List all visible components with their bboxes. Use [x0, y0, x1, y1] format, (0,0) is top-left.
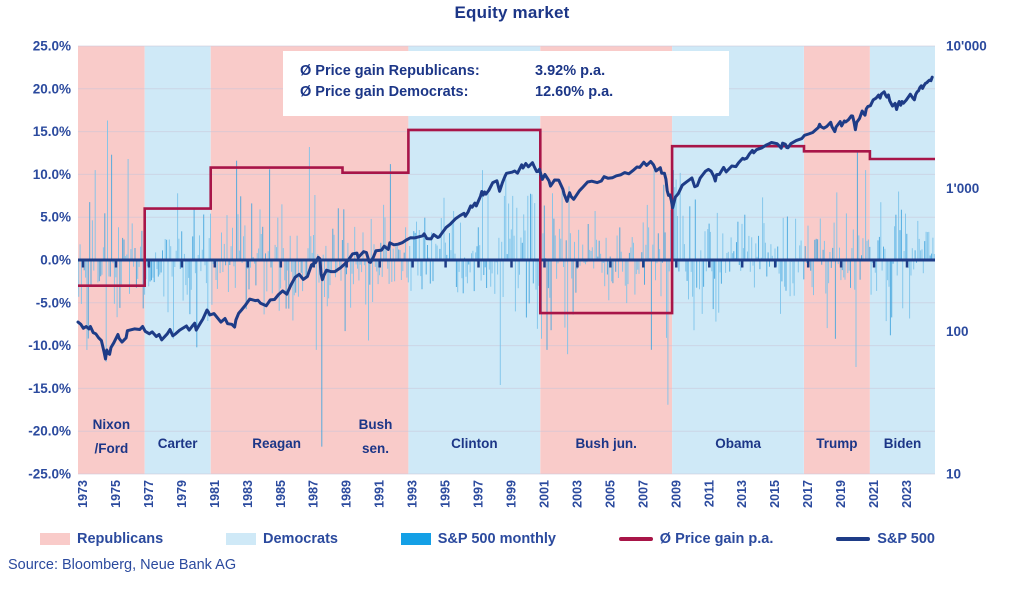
- svg-text:1977: 1977: [142, 480, 156, 508]
- svg-text:5.0%: 5.0%: [40, 210, 71, 225]
- president-label-clinton: Clinton: [451, 436, 498, 451]
- president-label-bush-jun: Bush jun.: [575, 436, 637, 451]
- svg-text:10: 10: [946, 467, 961, 482]
- svg-text:1997: 1997: [472, 480, 486, 508]
- svg-text:0.0%: 0.0%: [40, 253, 71, 268]
- svg-text:1999: 1999: [505, 480, 519, 508]
- svg-text:2003: 2003: [570, 480, 584, 508]
- svg-text:2023: 2023: [900, 480, 914, 508]
- annotation-label: Ø Price gain Republicans:: [300, 63, 480, 79]
- svg-text:-15.0%: -15.0%: [28, 381, 71, 396]
- svg-text:2005: 2005: [603, 480, 617, 508]
- chart-title: Equity market: [454, 3, 570, 22]
- legend-item-s-p-500-monthly: S&P 500 monthly: [400, 531, 556, 547]
- svg-text:1987: 1987: [307, 480, 321, 508]
- svg-text:2007: 2007: [636, 480, 650, 508]
- legend-label: Ø Price gain p.a.: [659, 531, 774, 547]
- sp500-line: [76, 75, 934, 361]
- svg-text:2013: 2013: [735, 480, 749, 508]
- president-label-carter: Carter: [158, 436, 199, 451]
- svg-text:1981: 1981: [208, 480, 222, 508]
- svg-text:1993: 1993: [406, 480, 420, 508]
- svg-text:2017: 2017: [801, 480, 815, 508]
- legend: Republicans Democrats S&P 500 monthly Ø Pri…: [40, 531, 935, 547]
- svg-text:-5.0%: -5.0%: [36, 295, 71, 310]
- president-label-nixon-ford: Nixon/Ford: [93, 417, 131, 456]
- president-label-trump: Trump: [816, 436, 857, 451]
- president-label-obama: Obama: [715, 436, 761, 451]
- annotation-row-democrats: Ø Price gain Democrats: 12.60% p.a.: [300, 82, 729, 103]
- legend-item-democrats: Democrats: [226, 531, 338, 547]
- svg-text:1'000: 1'000: [946, 181, 979, 196]
- president-label-reagan: Reagan: [252, 436, 301, 451]
- legend-label: S&P 500: [877, 531, 935, 547]
- legend-swatch-s-p-500: [836, 537, 871, 541]
- president-label-bush-sen: Bush sen.: [359, 417, 393, 456]
- svg-text:10'000: 10'000: [946, 38, 987, 53]
- avg-gain-annotation: Ø Price gain Republicans: 3.92% p.a. Ø P…: [283, 51, 729, 116]
- legend-label: Republicans: [77, 531, 164, 547]
- svg-text:1989: 1989: [340, 480, 354, 508]
- svg-text:1985: 1985: [274, 480, 288, 508]
- svg-text:20.0%: 20.0%: [33, 81, 71, 96]
- legend-label: S&P 500 monthly: [437, 531, 556, 547]
- svg-text:-10.0%: -10.0%: [28, 338, 71, 353]
- zero-axis: [78, 258, 935, 268]
- annotation-value: 3.92% p.a.: [535, 63, 606, 79]
- svg-text:2021: 2021: [867, 480, 881, 508]
- legend-swatch-republicans: [40, 533, 70, 545]
- annotation-label: Ø Price gain Democrats:: [300, 84, 469, 100]
- chart-canvas: Nixon/Ford Carter Reagan Bush sen. Clinton Bus…: [28, 38, 987, 508]
- legend-item-s-p-500: S&P 500: [836, 531, 935, 547]
- source-note: Source: Bloomberg, Neue Bank AG: [8, 557, 237, 573]
- president-label-biden: Biden: [884, 436, 922, 451]
- svg-text:1991: 1991: [373, 480, 387, 508]
- svg-text:1975: 1975: [109, 480, 123, 508]
- svg-text:2019: 2019: [834, 480, 848, 508]
- x-axis-labels: 1973 1975 1977 1979 1981 1983 1985 1987 1989 1991…: [76, 480, 914, 508]
- legend-item-republicans: Republicans: [40, 531, 163, 547]
- legend-swatch-democrats: [226, 533, 257, 545]
- svg-text:1995: 1995: [439, 480, 453, 508]
- svg-text:15.0%: 15.0%: [33, 124, 71, 139]
- svg-text:2001: 2001: [538, 480, 552, 508]
- svg-text:10.0%: 10.0%: [33, 167, 71, 182]
- svg-text:2009: 2009: [669, 480, 683, 508]
- president-labels-group: Nixon/Ford Carter Reagan Bush sen. Clinton Bus…: [93, 417, 922, 456]
- legend-item-price-gain-p-a: Ø Price gain p.a.: [618, 531, 774, 547]
- svg-text:2011: 2011: [702, 480, 716, 507]
- legend-swatch-s-p-500-monthly: [400, 533, 431, 545]
- legend-label: Democrats: [263, 531, 338, 547]
- annotation-row-republicans: Ø Price gain Republicans: 3.92% p.a.: [300, 61, 729, 82]
- svg-text:1979: 1979: [175, 480, 189, 508]
- svg-text:25.0%: 25.0%: [33, 39, 71, 54]
- price-gain-step-line: [78, 128, 935, 315]
- svg-text:1973: 1973: [76, 480, 90, 508]
- right-axis-labels: 10'000 1'000 100 10: [946, 38, 987, 481]
- legend-swatch-price-gain-p-a: [618, 537, 653, 541]
- svg-text:-20.0%: -20.0%: [28, 424, 71, 439]
- svg-text:2015: 2015: [768, 480, 782, 508]
- annotation-value: 12.60% p.a.: [535, 84, 614, 100]
- left-axis-labels: 25.0% 20.0% 15.0% 10.0% 5.0% 0.0% -5.0% -10.0% -…: [28, 39, 71, 482]
- svg-text:-25.0%: -25.0%: [28, 467, 71, 482]
- svg-text:100: 100: [946, 324, 969, 339]
- svg-text:1983: 1983: [241, 480, 255, 508]
